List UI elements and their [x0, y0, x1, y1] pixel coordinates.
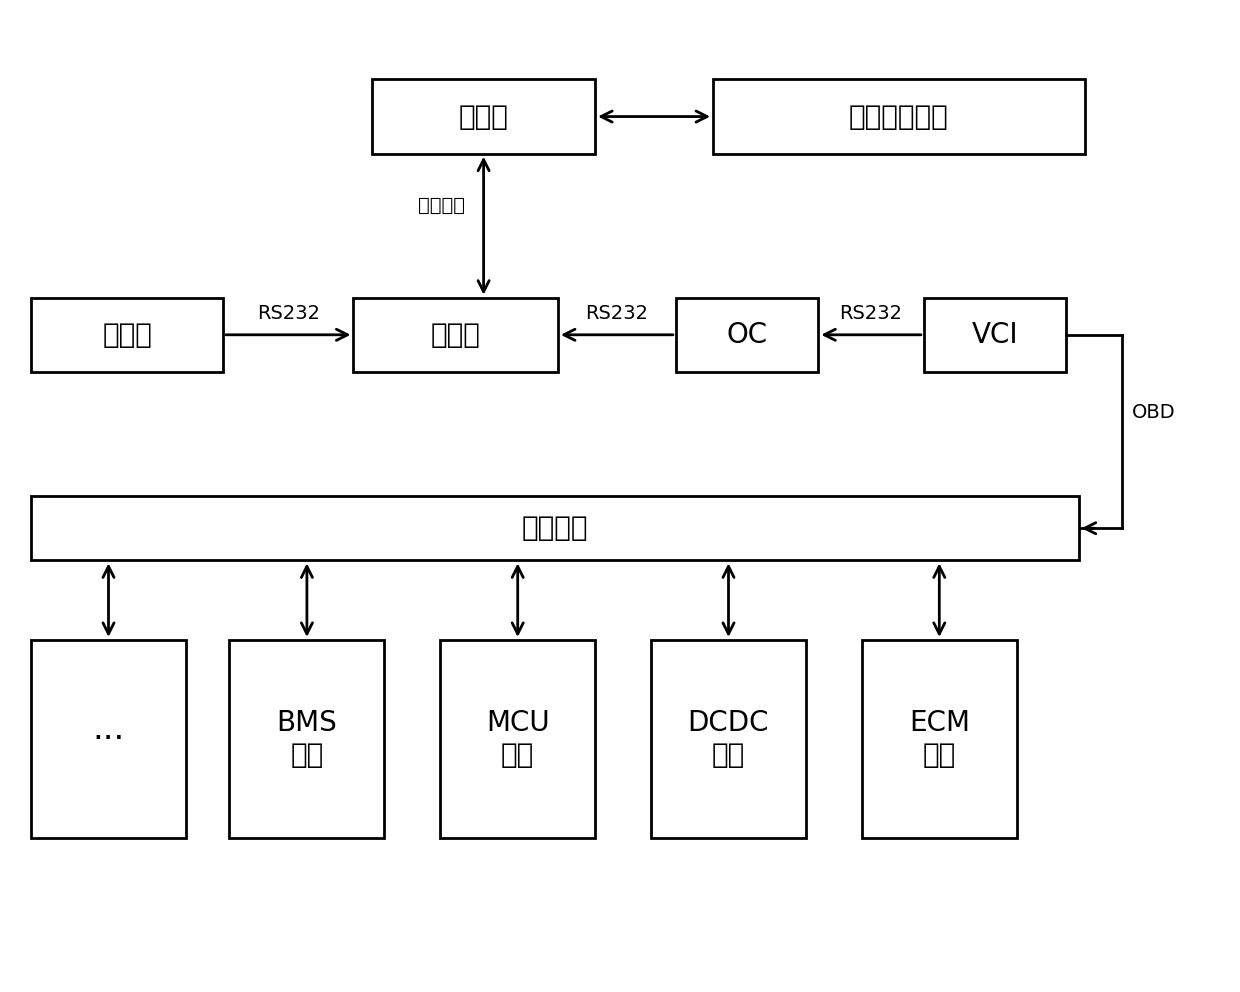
Text: RS232: RS232: [839, 304, 903, 323]
Bar: [31, 298, 223, 372]
Text: OC: OC: [727, 320, 768, 349]
Bar: [676, 298, 818, 372]
Text: 车载网络: 车载网络: [522, 514, 588, 543]
Bar: [713, 79, 1085, 154]
Text: RS232: RS232: [585, 304, 649, 323]
Text: VCI: VCI: [972, 320, 1018, 349]
Text: MCU
模块: MCU 模块: [486, 709, 549, 769]
Text: OBD: OBD: [1132, 403, 1176, 422]
Bar: [862, 640, 1017, 838]
Text: RS232: RS232: [257, 304, 320, 323]
Bar: [31, 640, 186, 838]
Text: 服务器: 服务器: [459, 102, 508, 131]
Text: 管理端计算机: 管理端计算机: [849, 102, 949, 131]
Bar: [353, 298, 558, 372]
Bar: [651, 640, 806, 838]
Bar: [229, 640, 384, 838]
Text: 上位机: 上位机: [430, 320, 481, 349]
Text: ···: ···: [92, 722, 125, 756]
Bar: [31, 496, 1079, 560]
Text: BMS
模块: BMS 模块: [277, 709, 337, 769]
Bar: [440, 640, 595, 838]
Bar: [372, 79, 595, 154]
Text: DCDC
模块: DCDC 模块: [688, 709, 769, 769]
Bar: [924, 298, 1066, 372]
Text: 扫描枪: 扫描枪: [102, 320, 153, 349]
Text: ECM
模块: ECM 模块: [909, 709, 970, 769]
Text: 无线网络: 无线网络: [418, 196, 465, 215]
